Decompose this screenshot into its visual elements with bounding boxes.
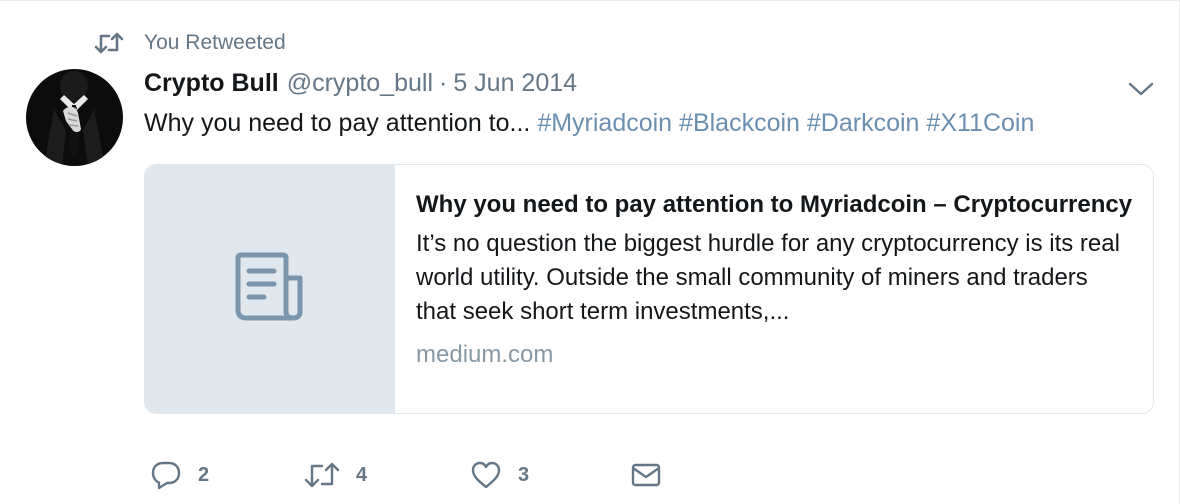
reply-count: 2 (198, 463, 210, 486)
card-body: Why you need to pay attention to Myriadc… (416, 189, 1133, 371)
hashtag-link[interactable]: #X11Coin (926, 109, 1035, 137)
hashtag-link[interactable]: #Darkcoin (806, 109, 920, 137)
retweet-button[interactable]: 4 (304, 461, 470, 489)
retweet-icon (304, 461, 340, 489)
retweet-context-label: You Retweeted (144, 31, 286, 54)
tweet-actions: 2 4 3 (150, 457, 662, 493)
reply-icon (150, 460, 182, 490)
reply-button[interactable]: 2 (150, 460, 304, 490)
retweet-icon (94, 32, 124, 54)
hashtag-link[interactable]: #Myriadcoin (537, 109, 673, 137)
tweet-text: Why you need to pay attention to... #Myr… (144, 109, 1034, 138)
card-thumbnail (145, 165, 395, 413)
author-fullname[interactable]: Crypto Bull (144, 69, 279, 97)
author-username[interactable]: @crypto_bull (286, 69, 433, 97)
document-icon (234, 252, 306, 327)
direct-message-button[interactable] (630, 461, 662, 489)
card-domain: medium.com (416, 341, 554, 368)
like-count: 3 (518, 463, 530, 486)
link-card[interactable]: Why you need to pay attention to Myriadc… (144, 164, 1154, 414)
tweet-header: Crypto Bull @crypto_bull · 5 Jun 2014 (144, 69, 577, 98)
retweet-count: 4 (356, 463, 368, 486)
card-description: It’s no question the biggest hurdle for … (416, 230, 1120, 325)
tweet-text-body: Why you need to pay attention to... (144, 109, 531, 137)
tweet-timestamp[interactable]: 5 Jun 2014 (453, 69, 578, 97)
card-title: Why you need to pay attention to Myriadc… (416, 191, 1133, 218)
envelope-icon (630, 461, 662, 489)
hashtag-link[interactable]: #Blackcoin (679, 109, 800, 137)
retweet-context: You Retweeted (94, 31, 286, 55)
like-button[interactable]: 3 (470, 460, 630, 490)
avatar[interactable] (26, 69, 123, 166)
heart-icon (470, 460, 502, 490)
header-separator: · (439, 69, 448, 97)
chevron-down-icon[interactable] (1126, 79, 1156, 99)
